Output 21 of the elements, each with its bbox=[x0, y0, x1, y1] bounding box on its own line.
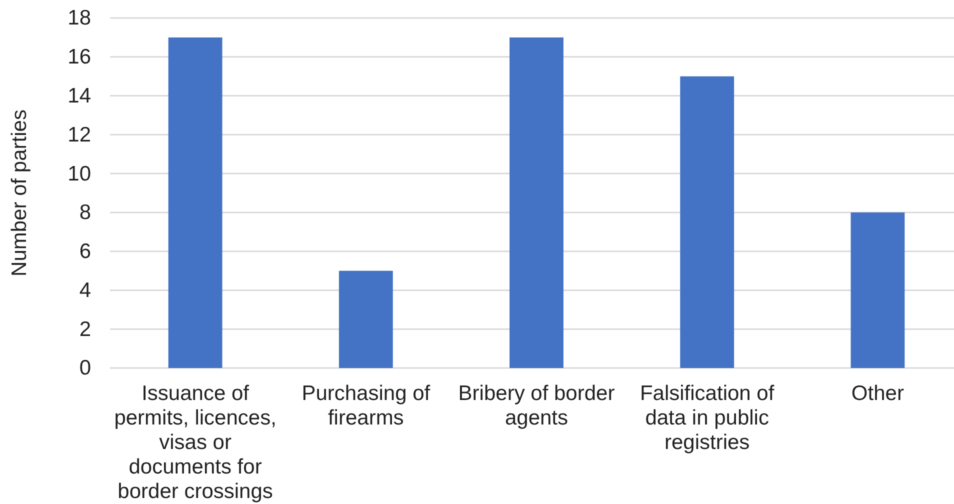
y-tick-label: 10 bbox=[68, 162, 91, 186]
x-tick-label: Other bbox=[851, 382, 904, 405]
y-tick-label: 16 bbox=[68, 46, 91, 69]
x-tick-label: Falsification of data in public registries bbox=[640, 382, 774, 454]
y-axis-title: Number of parties bbox=[8, 110, 31, 276]
bar bbox=[850, 212, 905, 368]
bar bbox=[168, 37, 222, 368]
bar bbox=[510, 37, 564, 368]
y-tick-label: 0 bbox=[79, 356, 91, 380]
y-tick-label: 4 bbox=[79, 278, 92, 302]
y-tick-label: 2 bbox=[79, 318, 91, 341]
y-tick-label: 12 bbox=[68, 123, 91, 146]
bar bbox=[338, 270, 393, 368]
y-tick-label: 18 bbox=[68, 6, 91, 30]
y-tick-label: 6 bbox=[79, 240, 91, 264]
x-tick-label: Bribery of border agents bbox=[458, 382, 615, 430]
y-tick-label: 8 bbox=[79, 201, 91, 224]
x-tick-label: Purchasing of firearms bbox=[302, 382, 430, 430]
bar bbox=[680, 76, 734, 368]
y-tick-label: 14 bbox=[68, 84, 92, 108]
x-tick-label: Issuance of permits, licences, visas or documents for border crossings bbox=[114, 382, 276, 503]
